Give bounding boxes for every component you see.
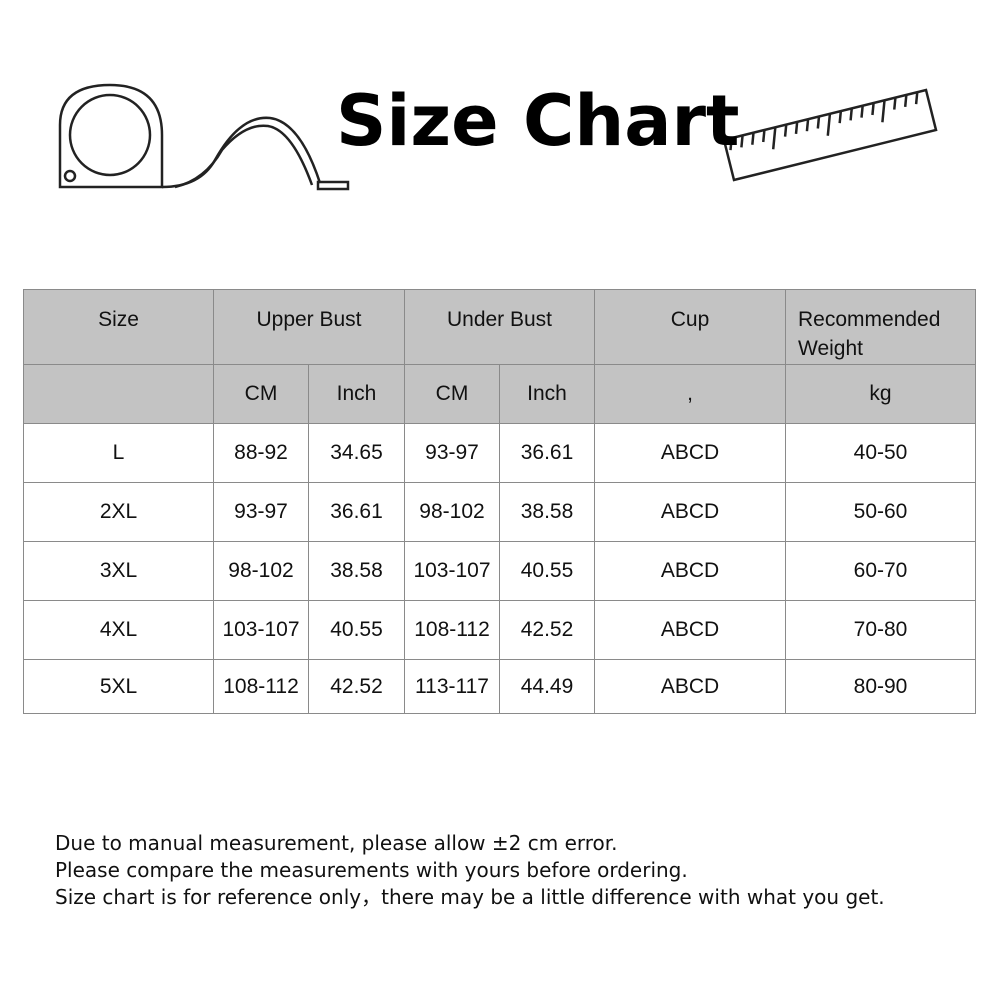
ruler-tick	[805, 119, 810, 132]
unit-cup: ,	[594, 364, 786, 424]
page-title: Size Chart	[336, 80, 740, 162]
note-line: Please compare the measurements with you…	[55, 858, 688, 882]
table-row: 5XL 108-112 42.52 113-117 44.49 ABCD 80-90	[23, 659, 976, 714]
cell-under-cm: 103-107	[404, 541, 500, 601]
cell-upper-cm: 88-92	[213, 423, 309, 483]
table-row: 2XL 93-97 36.61 98-102 38.58 ABCD 50-60	[23, 482, 976, 542]
cell-weight: 40-50	[785, 423, 976, 483]
cell-weight: 70-80	[785, 600, 976, 660]
cell-under-inch: 40.55	[499, 541, 595, 601]
cell-size: 2XL	[23, 482, 214, 542]
ruler-tick	[783, 124, 788, 137]
cell-size: 3XL	[23, 541, 214, 601]
unit-upper-inch: Inch	[308, 364, 405, 424]
cell-upper-cm: 93-97	[213, 482, 309, 542]
notes: Due to manual measurement, please allow …	[55, 830, 885, 911]
cell-size: 4XL	[23, 600, 214, 660]
cell-cup: ABCD	[594, 541, 786, 601]
ruler-icon	[722, 88, 938, 182]
unit-weight: kg	[785, 364, 976, 424]
ruler-tick	[849, 108, 853, 121]
cell-upper-inch: 36.61	[308, 482, 405, 542]
decorations	[58, 83, 938, 191]
cell-upper-cm: 108-112	[213, 659, 309, 714]
header-under-bust: Under Bust	[404, 289, 595, 365]
cell-upper-inch: 34.65	[308, 423, 405, 483]
ruler-tick	[740, 135, 744, 148]
table-row: 3XL 98-102 38.58 103-107 40.55 ABCD 60-70	[23, 541, 976, 601]
cell-under-inch: 36.61	[499, 423, 595, 483]
ruler-tick	[871, 102, 875, 116]
ruler-tick	[893, 97, 897, 110]
table-units-row: CM Inch CM Inch , kg	[23, 364, 976, 424]
cell-upper-inch: 38.58	[308, 541, 405, 601]
unit-under-inch: Inch	[499, 364, 595, 424]
ruler-tick	[794, 121, 799, 135]
cell-cup: ABCD	[594, 423, 786, 483]
ruler-tick	[826, 113, 832, 136]
note-line: Due to manual measurement, please allow …	[55, 831, 618, 855]
table-header-row: Size Upper Bust Under Bust Cup Recommend…	[23, 289, 976, 365]
header-weight: Recommended Weight	[785, 289, 976, 365]
table-row: L 88-92 34.65 93-97 36.61 ABCD 40-50	[23, 423, 976, 483]
cell-weight: 80-90	[785, 659, 976, 714]
cell-cup: ABCD	[594, 659, 786, 714]
cell-cup: ABCD	[594, 482, 786, 542]
cell-under-cm: 113-117	[404, 659, 500, 714]
ruler-tick	[816, 116, 821, 129]
cell-upper-inch: 40.55	[308, 600, 405, 660]
cell-under-inch: 42.52	[499, 600, 595, 660]
header-size: Size	[23, 289, 214, 365]
header-upper-bust: Upper Bust	[213, 289, 405, 365]
cell-size: 5XL	[23, 659, 214, 714]
header-cup: Cup	[594, 289, 786, 365]
cell-under-inch: 38.58	[499, 482, 595, 542]
ruler-tick	[914, 92, 919, 105]
cell-under-cm: 98-102	[404, 482, 500, 542]
ruler-tick	[771, 127, 777, 150]
note-line: Size chart is for reference only，there m…	[55, 885, 885, 909]
cell-weight: 60-70	[785, 541, 976, 601]
cell-cup: ABCD	[594, 600, 786, 660]
ruler-tick	[762, 129, 766, 143]
unit-size	[23, 364, 214, 424]
ruler-tick	[903, 94, 908, 107]
cell-under-cm: 108-112	[404, 600, 500, 660]
cell-under-cm: 93-97	[404, 423, 500, 483]
cell-size: L	[23, 423, 214, 483]
ruler-tick	[860, 105, 864, 118]
cell-upper-cm: 98-102	[213, 541, 309, 601]
ruler-tick	[729, 137, 733, 151]
cell-weight: 50-60	[785, 482, 976, 542]
ruler-tick	[838, 110, 843, 124]
cell-upper-cm: 103-107	[213, 600, 309, 660]
size-table: Size Upper Bust Under Bust Cup Recommend…	[23, 289, 976, 714]
unit-upper-cm: CM	[213, 364, 309, 424]
tape-measure-icon	[58, 83, 350, 191]
table-row: 4XL 103-107 40.55 108-112 42.52 ABCD 70-80	[23, 600, 976, 660]
unit-under-cm: CM	[404, 364, 500, 424]
ruler-tick	[751, 132, 755, 145]
cell-upper-inch: 42.52	[308, 659, 405, 714]
ruler-tick	[881, 100, 886, 123]
cell-under-inch: 44.49	[499, 659, 595, 714]
